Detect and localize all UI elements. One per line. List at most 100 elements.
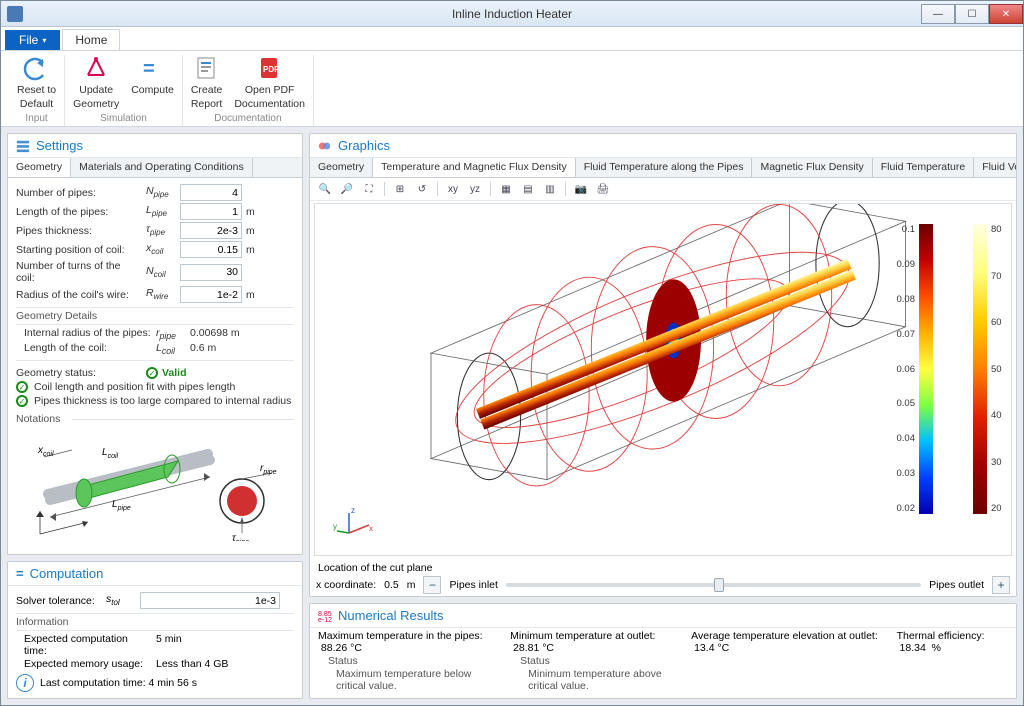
select-icon[interactable]: ⊞ [391,180,409,198]
param-input[interactable] [180,203,242,220]
cutplane-plus-button[interactable]: + [992,576,1010,594]
svg-text:τpipe: τpipe [232,533,249,541]
cutplane-slider[interactable] [506,583,921,587]
graphics-icon [318,139,332,153]
svg-text:xcoil: xcoil [37,445,54,458]
yz-view-icon[interactable]: yz [466,180,484,198]
graphics-tab[interactable]: Fluid Temperature [873,158,974,177]
param-unit: m [246,225,260,237]
graphics-tab[interactable]: Magnetic Flux Density [752,158,872,177]
window-title: Inline Induction Heater [452,7,572,21]
numres-value: 88.26 °C [321,642,362,654]
ribbon-group-label: Simulation [100,113,147,126]
grid2-icon[interactable]: ▤ [519,180,537,198]
create-report-button[interactable]: CreateReport [191,55,223,110]
settings-tabs: GeometryMaterials and Operating Conditio… [8,158,302,178]
svg-text:e-12: e-12 [318,617,332,623]
notation-diagram: xcoil Lcoil Lpipe [16,429,294,541]
solver-tolerance-label: Solver tolerance: [16,595,102,607]
param-input[interactable] [180,286,242,303]
param-input[interactable] [180,222,242,239]
orbit-icon[interactable]: ↺ [413,180,431,198]
expected-time-label: Expected computation time: [24,633,152,657]
numres-status-header: Status [520,655,673,667]
param-input[interactable] [180,241,242,258]
graphics-header: Graphics [310,134,1016,158]
graphics-tab[interactable]: Temperature and Magnetic Flux Density [373,158,576,178]
home-tab[interactable]: Home [62,29,120,50]
numres-label: Thermal efficiency: [897,630,985,642]
last-computation-time: Last computation time: 4 min 56 s [40,677,197,689]
maximize-button[interactable]: ☐ [955,4,989,24]
close-button[interactable]: ✕ [989,4,1023,24]
detail-symbol: Lcoil [156,342,186,356]
graphics-tab[interactable]: Fluid Temperature along the Pipes [576,158,753,177]
xcoord-value: 0.5 [384,579,399,591]
graphics-tab[interactable]: Fluid Velocity Magnitude [974,158,1016,177]
numres-value: 18.34 [900,642,926,654]
numres-status: Maximum temperature below critical value… [336,668,492,692]
compute-button[interactable]: =Compute [131,55,174,110]
print-icon[interactable]: 🖨 [594,180,612,198]
detail-label: Length of the coil: [24,342,152,356]
info-icon: i [16,674,34,692]
xcoord-unit: m [407,579,416,591]
xy-view-icon[interactable]: xy [444,180,462,198]
check-ok-icon: ✓ [16,381,28,393]
param-symbol: Ncoil [146,265,176,279]
solver-tolerance-input[interactable] [140,592,280,609]
numres-item: Maximum temperature in the pipes: 88.26 … [318,630,492,692]
snapshot-icon[interactable]: 📷 [572,180,590,198]
numres-label: Average temperature elevation at outlet: [691,630,878,642]
param-symbol: Npipe [146,185,176,199]
cutplane-minus-button[interactable]: − [423,576,441,594]
update-geometry-button[interactable]: UpdateGeometry [73,55,119,110]
settings-tab[interactable]: Materials and Operating Conditions [71,158,253,177]
zoom-in-icon[interactable]: 🔍 [316,180,334,198]
open-pdf-button[interactable]: PDFOpen PDFDocumentation [234,55,305,110]
numerical-results-panel: 8.85e-12 Numerical Results Maximum tempe… [309,603,1017,699]
numres-item: Average temperature elevation at outlet:… [691,630,878,692]
numres-header: 8.85e-12 Numerical Results [310,604,1016,628]
reset-to-default-button[interactable]: Reset toDefault [17,55,56,110]
settings-tab[interactable]: Geometry [8,158,71,178]
svg-text:x: x [369,524,373,533]
numres-item: Minimum temperature at outlet: 28.81 °CS… [510,630,673,692]
param-label: Pipes thickness: [16,225,142,237]
param-input[interactable] [180,184,242,201]
file-menu[interactable]: File [5,30,60,50]
param-input[interactable] [180,264,242,281]
param-label: Starting position of coil: [16,244,142,256]
slider-thumb[interactable] [714,578,724,592]
detail-label: Internal radius of the pipes: [24,327,152,341]
computation-header: = Computation [8,562,302,586]
ribbon: Reset toDefaultInputUpdateGeometry=Compu… [1,51,1023,127]
param-symbol: Lpipe [146,204,176,218]
zoom-out-icon[interactable]: 🔎 [338,180,356,198]
notations-header: Notations [16,411,294,427]
zoom-extents-icon[interactable]: ⛶ [360,180,378,198]
param-label: Radius of the coil's wire: [16,289,142,301]
svg-text:Lcoil: Lcoil [102,447,119,460]
grid3-icon[interactable]: ▥ [541,180,559,198]
svg-text:Lpipe: Lpipe [112,499,131,512]
minimize-button[interactable]: — [921,4,955,24]
param-label: Number of pipes: [16,187,142,199]
svg-text:PDF: PDF [263,65,279,74]
graphics-tab[interactable]: Geometry [310,158,373,177]
numres-status: Minimum temperature above critical value… [528,668,673,692]
param-symbol: τpipe [146,223,176,237]
svg-text:z: z [351,506,355,515]
results-icon: 8.85e-12 [318,609,332,623]
graphics-canvas[interactable]: 0.10.090.080.070.060.050.040.030.02 8070… [314,203,1012,556]
grid1-icon[interactable]: ▦ [497,180,515,198]
pipes-inlet-label: Pipes inlet [449,579,497,591]
param-label: Number of turns of the coil: [16,260,142,284]
geometry-details-header: Geometry Details [16,307,294,325]
graphics-title: Graphics [338,138,390,153]
param-unit: m [246,244,260,256]
check-ok-icon: ✓ [16,395,28,407]
param-unit: m [246,289,260,301]
settings-header: Settings [8,134,302,158]
svg-text:=: = [143,58,155,80]
